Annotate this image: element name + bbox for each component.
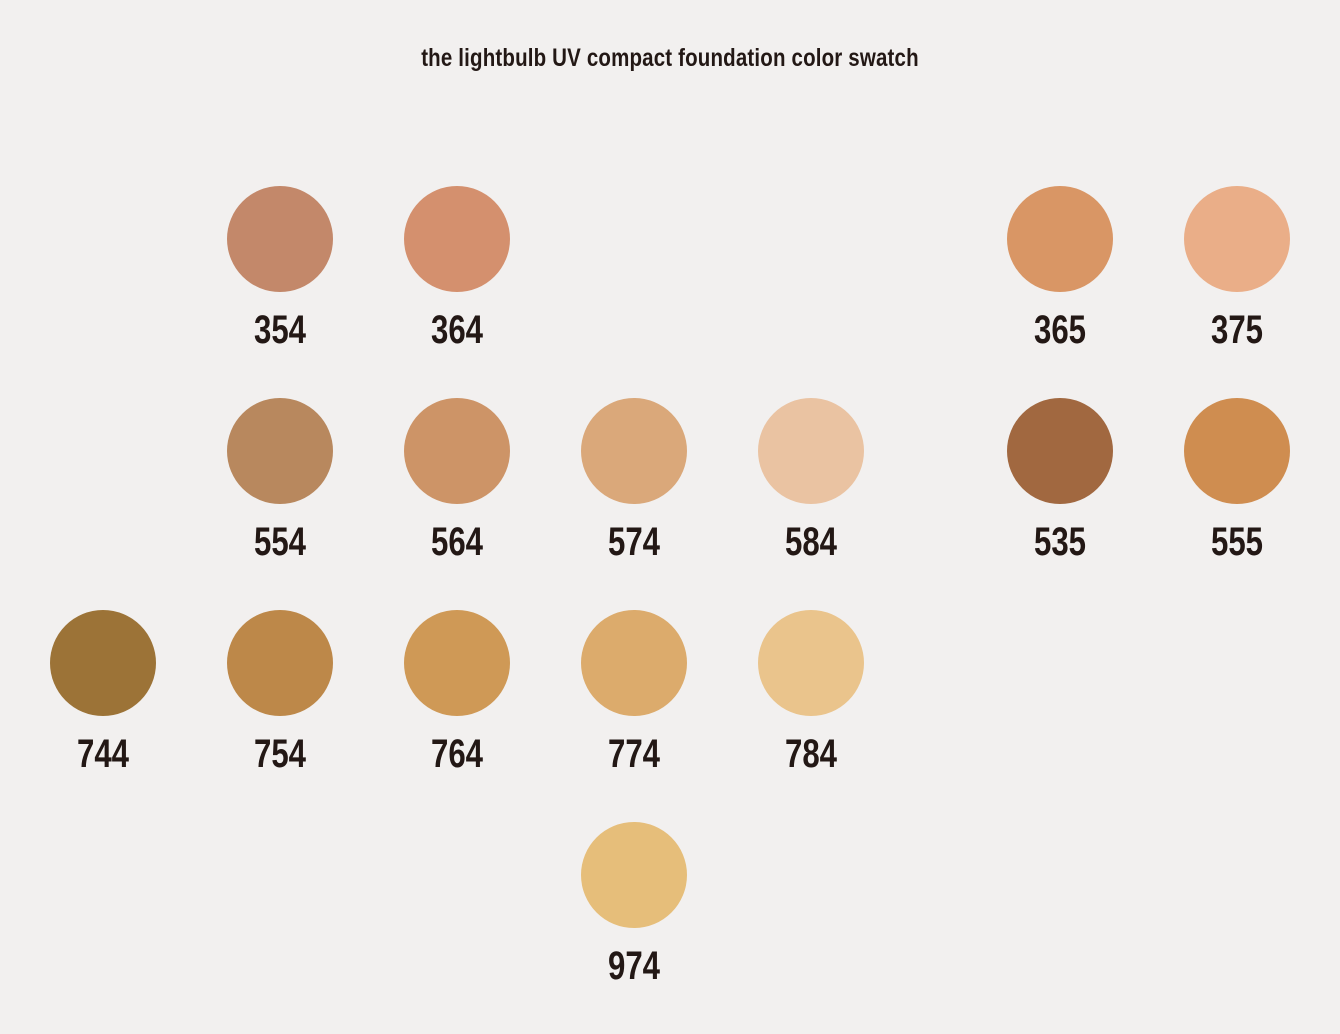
color-dot [404, 610, 510, 716]
swatch-784: 784 [741, 610, 881, 790]
shade-code: 774 [607, 732, 661, 776]
swatch-555: 555 [1167, 398, 1307, 578]
shade-code: 364 [430, 308, 484, 352]
shade-code: 365 [1033, 308, 1087, 352]
shade-code: 744 [76, 732, 130, 776]
shade-code: 584 [784, 520, 838, 564]
shade-code: 754 [253, 732, 307, 776]
swatch-974: 974 [564, 822, 704, 1002]
swatch-764: 764 [387, 610, 527, 790]
color-dot [404, 398, 510, 504]
color-dot [227, 186, 333, 292]
color-dot [1007, 398, 1113, 504]
color-dot [758, 398, 864, 504]
swatch-744: 744 [33, 610, 173, 790]
swatch-554: 554 [210, 398, 350, 578]
swatch-354: 354 [210, 186, 350, 366]
color-dot [581, 822, 687, 928]
color-dot [1007, 186, 1113, 292]
shade-code: 974 [607, 944, 661, 988]
color-dot [1184, 398, 1290, 504]
color-dot [404, 186, 510, 292]
shade-code: 354 [253, 308, 307, 352]
swatch-564: 564 [387, 398, 527, 578]
shade-code: 555 [1210, 520, 1264, 564]
shade-code: 574 [607, 520, 661, 564]
swatch-584: 584 [741, 398, 881, 578]
swatch-754: 754 [210, 610, 350, 790]
swatch-365: 365 [990, 186, 1130, 366]
shade-code: 764 [430, 732, 484, 776]
swatch-535: 535 [990, 398, 1130, 578]
color-dot [581, 610, 687, 716]
swatch-574: 574 [564, 398, 704, 578]
shade-code: 375 [1210, 308, 1264, 352]
shade-code: 535 [1033, 520, 1087, 564]
swatch-375: 375 [1167, 186, 1307, 366]
color-dot [227, 610, 333, 716]
swatch-774: 774 [564, 610, 704, 790]
color-dot [227, 398, 333, 504]
shade-code: 554 [253, 520, 307, 564]
shade-code: 564 [430, 520, 484, 564]
color-dot [50, 610, 156, 716]
page-title: the lightbulb UV compact foundation colo… [421, 44, 919, 72]
color-dot [758, 610, 864, 716]
color-dot [1184, 186, 1290, 292]
color-dot [581, 398, 687, 504]
shade-code: 784 [784, 732, 838, 776]
swatch-364: 364 [387, 186, 527, 366]
